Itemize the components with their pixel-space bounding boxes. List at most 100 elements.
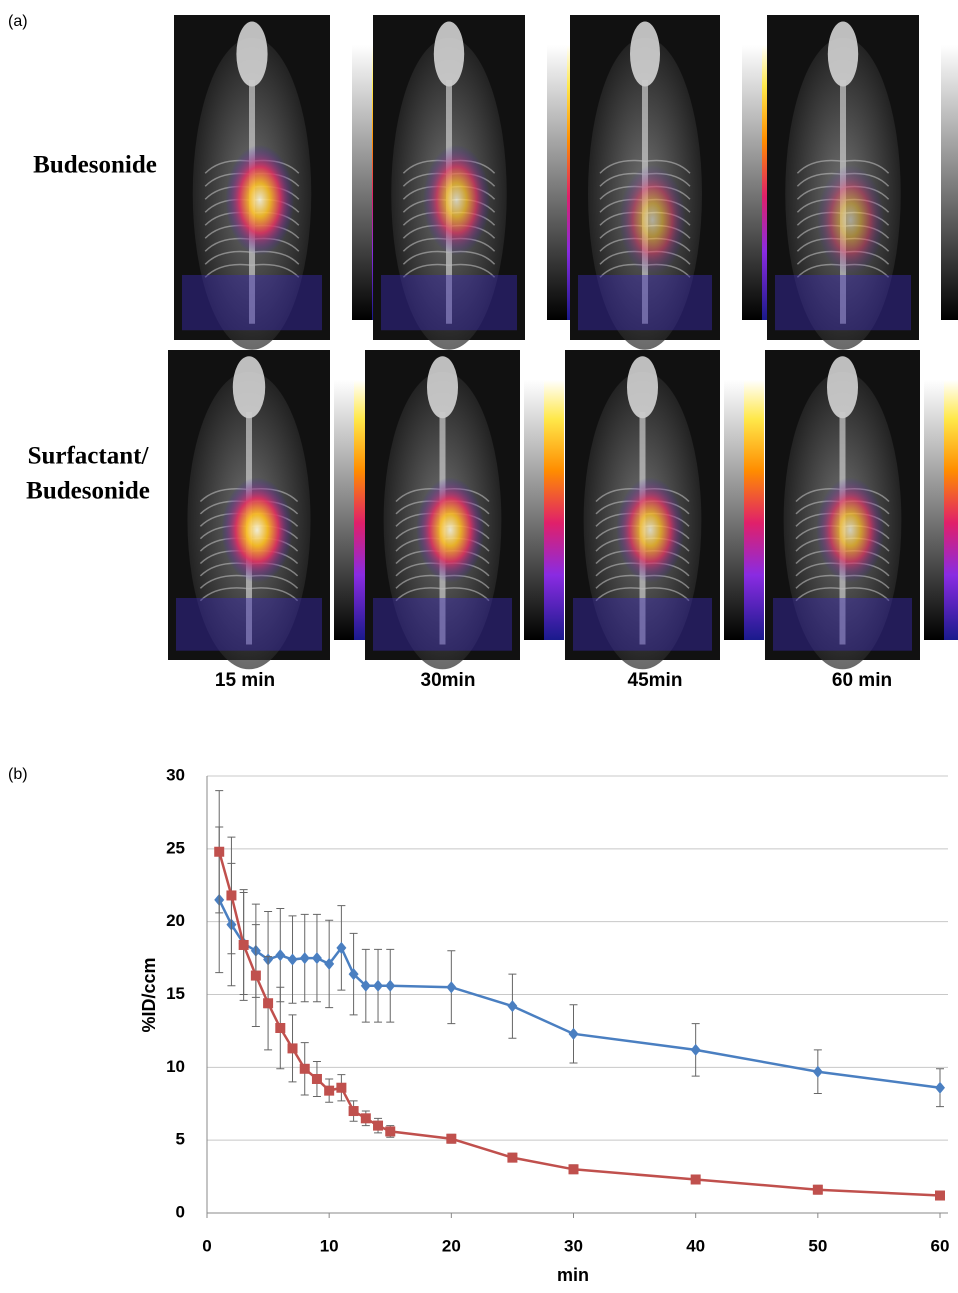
marker <box>373 1120 384 1131</box>
x-tick-label: 50 <box>808 1236 827 1255</box>
row-label: Budesonide <box>26 478 150 505</box>
colorbar-gray <box>352 45 372 320</box>
x-tick-label: 30 <box>564 1236 583 1255</box>
skull <box>427 356 458 419</box>
lung-signal <box>416 477 485 583</box>
lung-signal <box>817 164 885 276</box>
skull <box>827 21 859 87</box>
marker <box>360 979 371 992</box>
row-label: Surfactant/ <box>28 443 150 470</box>
lung-signal <box>816 477 885 583</box>
colorbar-gray <box>924 380 944 640</box>
marker <box>250 970 261 981</box>
skull <box>232 356 266 419</box>
colorbar-gray <box>742 45 762 320</box>
marker <box>275 1023 286 1034</box>
marker <box>690 1174 701 1185</box>
rib <box>402 263 496 278</box>
abdomen-signal <box>373 598 512 651</box>
skull <box>627 356 658 419</box>
marker <box>336 941 347 954</box>
marker <box>263 998 274 1009</box>
abdomen-signal <box>182 275 322 331</box>
marker <box>446 1133 457 1144</box>
y-tick-label: 10 <box>166 1057 185 1076</box>
time-label: 60 min <box>832 670 892 691</box>
marker <box>299 952 310 965</box>
rib <box>796 159 890 174</box>
abdomen-signal <box>573 598 712 651</box>
series-line <box>218 899 941 1089</box>
rib <box>795 587 890 602</box>
y-tick-label: 5 <box>176 1130 185 1149</box>
marker <box>275 949 286 962</box>
panel-label: (b) <box>8 766 28 783</box>
rib <box>395 587 490 602</box>
series-line <box>218 851 941 1197</box>
colorbar-hot <box>944 380 958 640</box>
colorbar-gray <box>724 380 744 640</box>
marker <box>287 953 298 966</box>
pet-ct-images <box>168 15 958 670</box>
x-tick-label: 40 <box>686 1236 705 1255</box>
marker <box>385 979 396 992</box>
abdomen-signal <box>381 275 517 331</box>
x-tick-label: 60 <box>931 1236 950 1255</box>
marker <box>935 1190 945 1201</box>
marker <box>348 1106 359 1117</box>
marker <box>507 1152 518 1163</box>
marker <box>935 1081 945 1094</box>
y-axis-label: %ID/ccm <box>139 957 159 1032</box>
marker <box>336 1082 347 1093</box>
marker <box>299 1063 310 1074</box>
marker <box>311 952 322 965</box>
skull <box>827 356 858 419</box>
row-label: Budesonide <box>33 152 157 179</box>
marker <box>238 939 249 950</box>
marker <box>507 1000 518 1013</box>
y-tick-label: 20 <box>166 911 185 930</box>
y-tick-label: 0 <box>176 1202 185 1221</box>
marker <box>568 1027 579 1040</box>
rib <box>204 263 300 278</box>
marker <box>446 981 457 994</box>
x-axis-label: min <box>557 1265 589 1285</box>
marker <box>348 968 359 981</box>
marker <box>385 1126 396 1137</box>
marker <box>324 1085 335 1096</box>
colorbar-gray <box>547 45 567 320</box>
marker <box>360 1113 371 1124</box>
lung-signal <box>221 477 293 583</box>
skull <box>630 21 660 87</box>
marker <box>287 1043 298 1054</box>
time-label: 30min <box>421 670 476 691</box>
abdomen-signal <box>176 598 322 651</box>
colorbar-gray <box>334 380 354 640</box>
skull <box>236 21 268 87</box>
marker <box>324 957 335 970</box>
colorbar-gray <box>524 380 544 640</box>
time-label: 45min <box>628 670 683 691</box>
marker <box>812 1184 823 1195</box>
abdomen-signal <box>775 275 911 331</box>
colorbar-gray <box>941 45 958 320</box>
skull <box>433 21 465 87</box>
lung-signal <box>619 164 686 276</box>
lung-signal <box>423 144 491 256</box>
lung-signal <box>225 144 295 256</box>
y-tick-label: 30 <box>166 765 185 784</box>
y-tick-label: 25 <box>166 838 185 857</box>
marker <box>568 1164 579 1175</box>
abdomen-signal <box>578 275 712 331</box>
abdomen-signal <box>773 598 912 651</box>
x-tick-label: 20 <box>442 1236 461 1255</box>
marker <box>690 1043 701 1056</box>
marker <box>373 979 384 992</box>
marker <box>311 1073 322 1084</box>
x-tick-label: 10 <box>320 1236 339 1255</box>
marker <box>226 890 237 901</box>
colorbar-hot <box>544 380 564 640</box>
x-tick-label: 0 <box>202 1236 211 1255</box>
lung-signal <box>616 477 685 583</box>
